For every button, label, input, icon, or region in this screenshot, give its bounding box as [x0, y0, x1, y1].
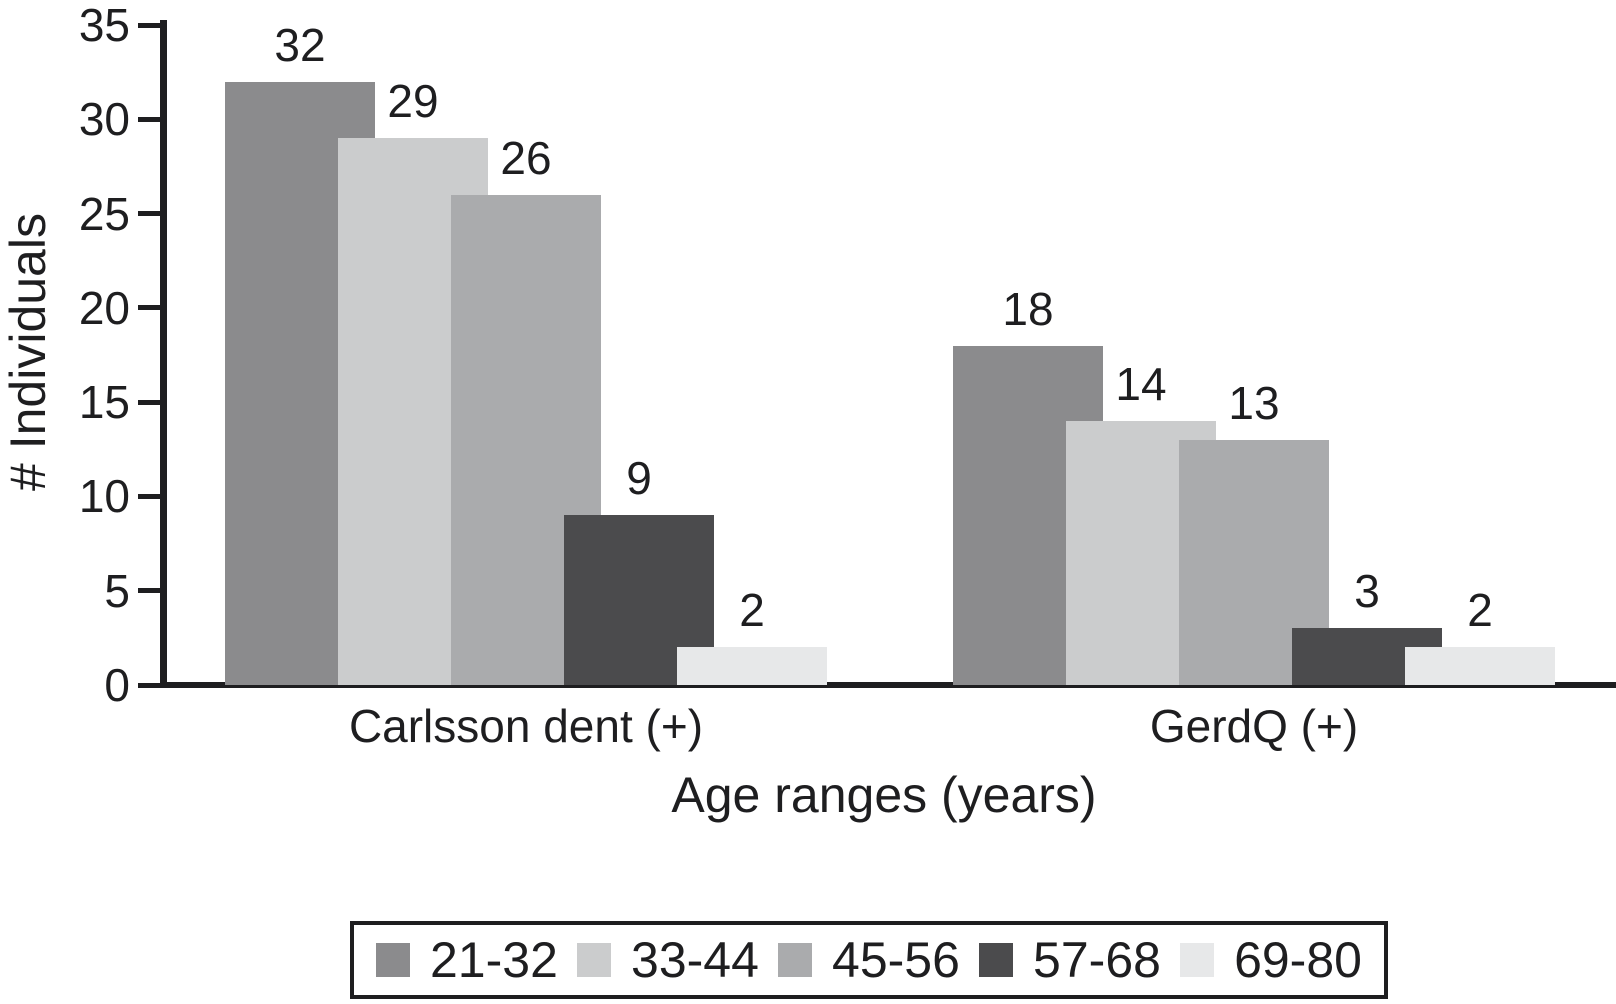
bar-value-label: 9	[626, 452, 652, 505]
bar-value-label: 2	[739, 584, 765, 637]
bar-value-label: 32	[274, 18, 326, 71]
legend-item: 21-32	[376, 935, 558, 985]
y-tick-mark	[138, 211, 160, 217]
legend-label: 21-32	[430, 932, 558, 988]
legend-label: 57-68	[1033, 932, 1161, 988]
legend-label: 45-56	[832, 932, 960, 988]
bar-value-label: 3	[1354, 565, 1380, 618]
legend-item: 45-56	[778, 935, 960, 985]
legend-label: 69-80	[1234, 932, 1362, 988]
legend-item: 69-80	[1180, 935, 1362, 985]
y-tick-label: 0	[104, 659, 130, 711]
bar	[1405, 647, 1555, 685]
y-tick-mark	[138, 116, 160, 122]
y-tick-mark	[138, 588, 160, 594]
bar	[677, 647, 827, 685]
y-tick-label: 20	[78, 281, 130, 334]
legend-swatch	[577, 943, 612, 977]
y-tick-label: 15	[78, 376, 130, 429]
y-axis-title: # Individuals	[0, 213, 56, 491]
legend-item: 57-68	[979, 935, 1161, 985]
bar-value-label: 26	[500, 131, 552, 184]
y-axis-line	[160, 20, 167, 688]
legend: 21-32 33-44 45-56 57-68 69-80	[350, 921, 1388, 999]
legend-label: 33-44	[631, 932, 759, 988]
bar-value-label: 18	[1002, 282, 1054, 335]
y-tick-label: 30	[78, 93, 130, 146]
category-label: GerdQ (+)	[1149, 700, 1359, 752]
x-axis-title: Age ranges (years)	[671, 767, 1097, 823]
y-tick-label: 35	[78, 0, 130, 51]
legend-item: 33-44	[577, 935, 759, 985]
bar-value-label: 13	[1228, 376, 1280, 429]
y-tick-mark	[138, 493, 160, 499]
bar-value-label: 29	[387, 75, 439, 128]
x-axis-line	[160, 682, 1616, 688]
y-tick-mark	[138, 22, 160, 28]
y-tick-label: 25	[78, 187, 130, 240]
legend-swatch	[376, 943, 410, 977]
y-tick-label: 5	[104, 564, 130, 617]
bar-value-label: 2	[1467, 584, 1493, 637]
bar-value-label: 14	[1115, 358, 1167, 410]
y-tick-mark	[138, 682, 160, 688]
category-label: Carlsson dent (+)	[348, 700, 704, 752]
legend-swatch	[778, 943, 813, 977]
y-tick-mark	[138, 399, 160, 405]
legend-swatch	[1180, 943, 1215, 977]
y-tick-label: 10	[78, 470, 130, 523]
legend-swatch	[979, 943, 1014, 977]
y-tick-mark	[138, 305, 160, 311]
